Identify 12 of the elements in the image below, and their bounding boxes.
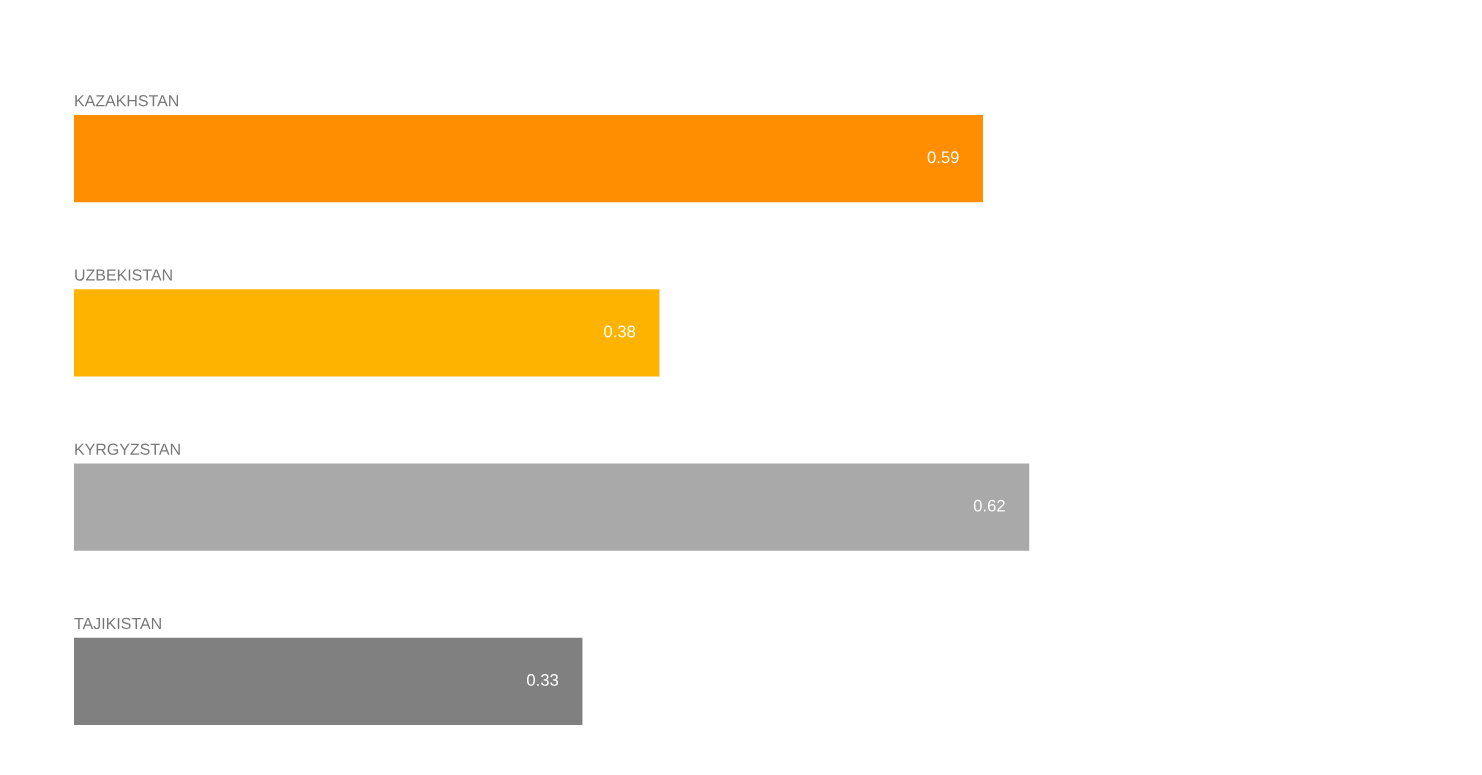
bar (74, 637, 583, 725)
y-tick-label: KAZAKHSTAN (75, 95, 179, 107)
y-tick-label: UZBEKISTAN (75, 269, 172, 281)
y-tick-label: TAJIKISTAN (74, 617, 161, 630)
data-label: 0.62 (973, 499, 1005, 512)
bar (74, 115, 984, 203)
y-tick-label: KYRGYZSTAN (75, 443, 180, 455)
bar (74, 463, 1030, 551)
data-label: 0.59 (927, 151, 959, 164)
data-label: 0.33 (527, 674, 559, 686)
data-label: 0.38 (604, 325, 636, 338)
bar (74, 289, 660, 377)
